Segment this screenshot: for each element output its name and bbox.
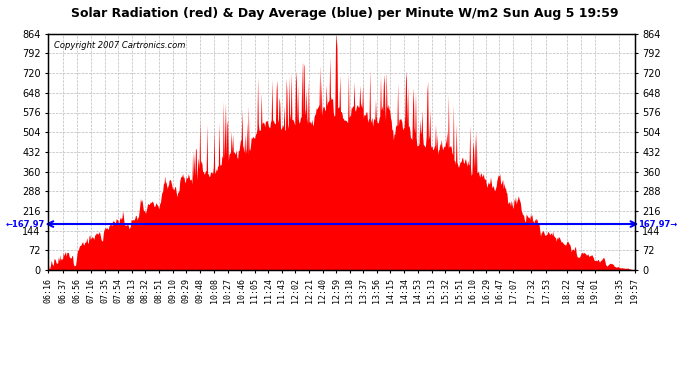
Text: ←167.97: ←167.97 [6,220,46,229]
Text: Copyright 2007 Cartronics.com: Copyright 2007 Cartronics.com [55,41,186,50]
Text: 167.97→: 167.97→ [638,220,677,229]
Text: Solar Radiation (red) & Day Average (blue) per Minute W/m2 Sun Aug 5 19:59: Solar Radiation (red) & Day Average (blu… [71,8,619,21]
